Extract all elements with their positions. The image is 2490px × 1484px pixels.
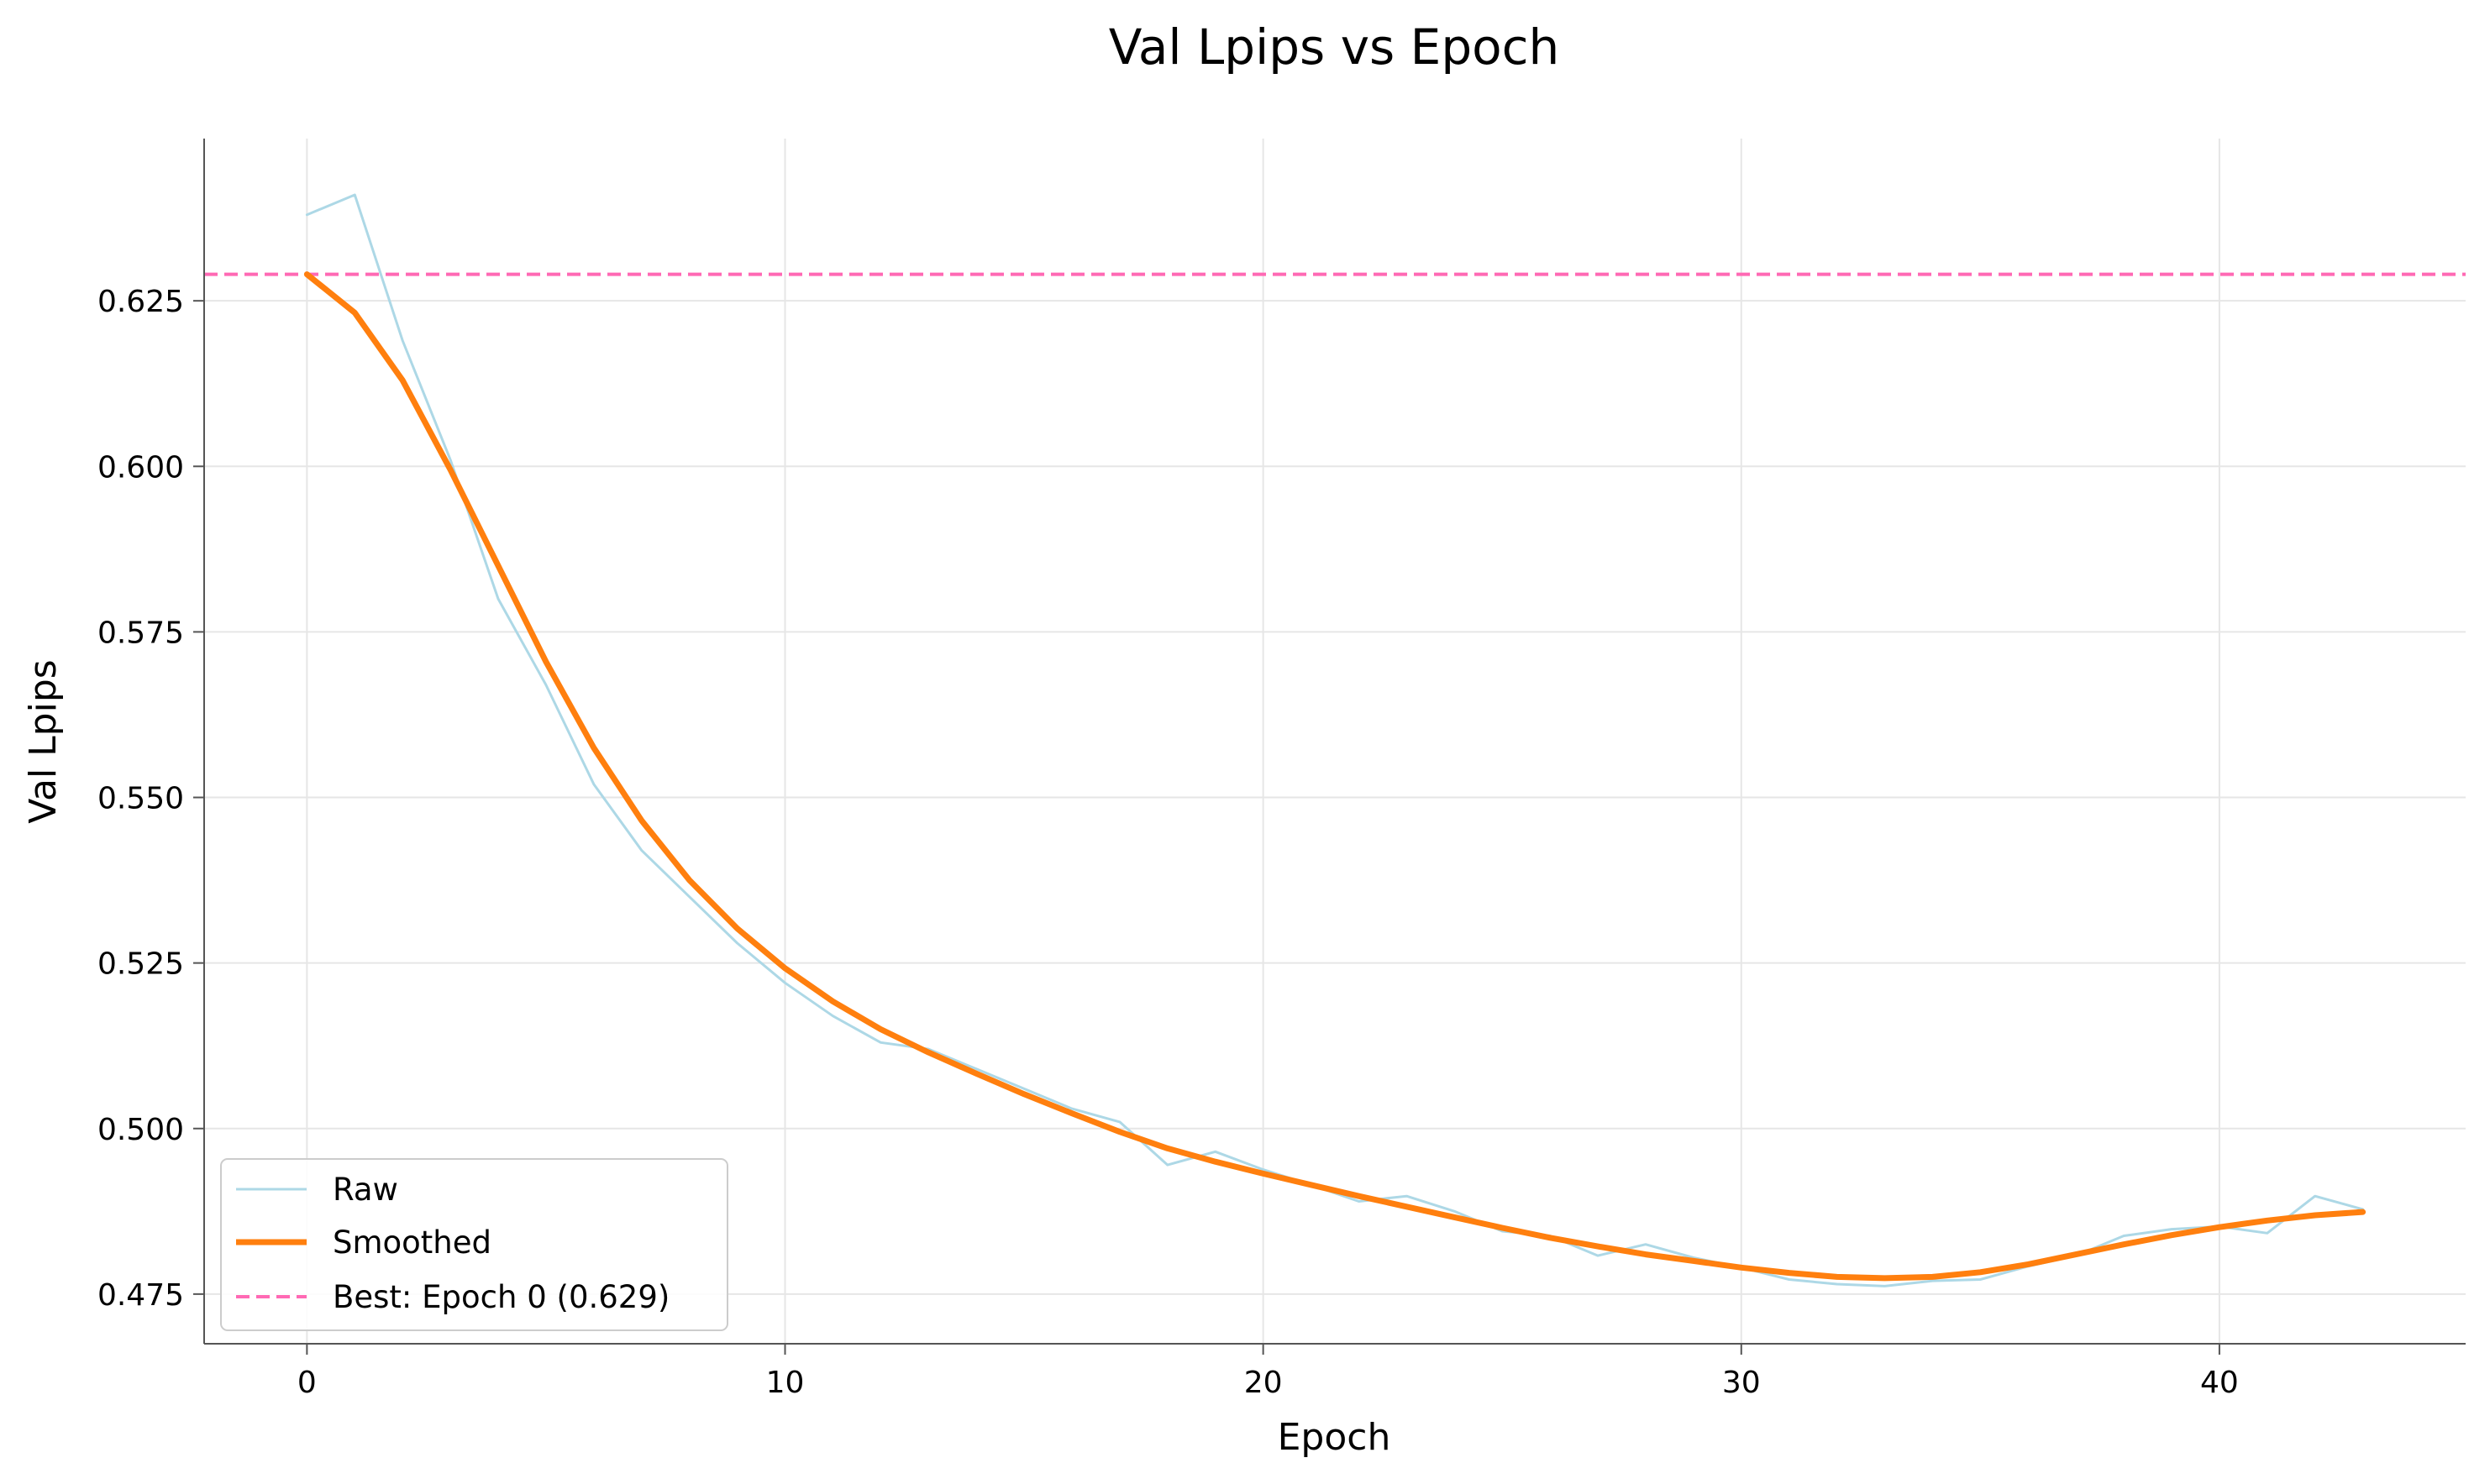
- legend-label-best: Best: Epoch 0 (0.629): [333, 1279, 670, 1315]
- x-tick-label: 10: [766, 1366, 805, 1400]
- y-tick-label: 0.600: [97, 450, 184, 485]
- legend-label-smoothed: Smoothed: [333, 1224, 491, 1261]
- y-tick-label: 0.625: [97, 285, 184, 319]
- y-tick-label: 0.550: [97, 782, 184, 816]
- y-tick-label: 0.575: [97, 616, 184, 650]
- y-tick-label: 0.525: [97, 947, 184, 982]
- legend: Raw Smoothed Best: Epoch 0 (0.629): [220, 1158, 728, 1331]
- legend-box: [220, 1158, 728, 1331]
- x-axis-label: Epoch: [1278, 1416, 1391, 1459]
- ticks: 0 10 20 30 40 0.475 0.500 0.525 0.550 0.575 0.600 0…: [97, 285, 2239, 1400]
- x-tick-label: 30: [1722, 1366, 1761, 1400]
- axes: [203, 139, 2466, 1345]
- y-tick-label: 0.475: [97, 1278, 184, 1313]
- y-tick-label: 0.500: [97, 1113, 184, 1147]
- x-tick-label: 20: [1244, 1366, 1283, 1400]
- x-tick-label: 0: [297, 1366, 317, 1400]
- chart-title: Val Lpips vs Epoch: [1109, 18, 1560, 76]
- series-line-smoothed: [303, 271, 2367, 1282]
- grid: [204, 139, 2466, 1344]
- y-axis-label: Val Lpips: [22, 659, 65, 823]
- legend-label-raw: Raw: [333, 1172, 398, 1208]
- series-layer: [303, 193, 2367, 1287]
- x-tick-label: 40: [2200, 1366, 2239, 1400]
